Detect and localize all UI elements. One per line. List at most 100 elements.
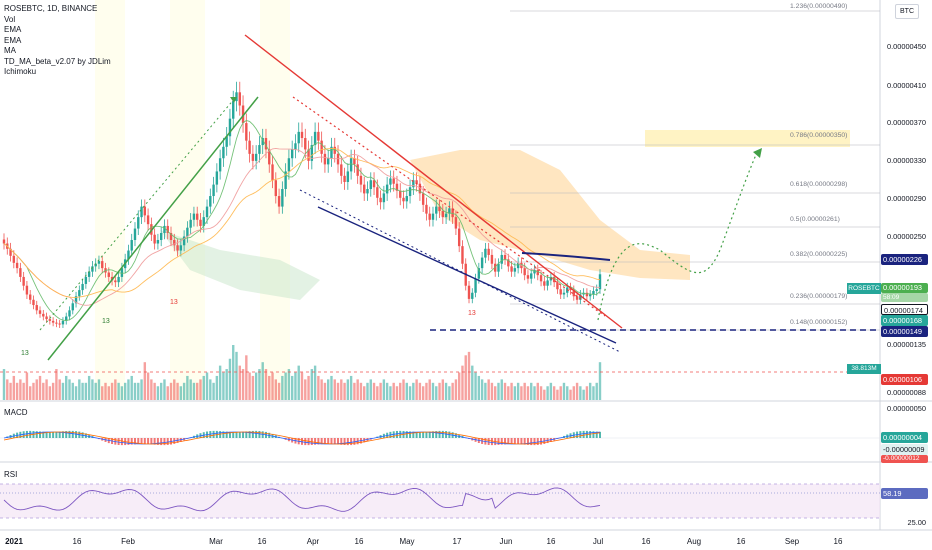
symbol-title[interactable]: ROSEBTC, 1D, BINANCE: [4, 4, 98, 13]
candle-body: [61, 320, 65, 325]
candle-body: [513, 268, 517, 272]
macd-histogram-bar: [504, 438, 507, 445]
candle-body: [304, 138, 307, 150]
candle-body: [507, 259, 510, 267]
volume-bar: [284, 372, 287, 400]
volume-bar: [225, 369, 228, 400]
volume-bar: [196, 382, 199, 400]
volume-bar: [461, 365, 464, 400]
volume-bar: [28, 386, 32, 400]
candle-body: [107, 272, 110, 277]
candle-body: [363, 184, 366, 194]
macd-histogram-bar: [71, 430, 74, 438]
volume-bar: [376, 386, 379, 400]
candle-body: [307, 149, 310, 161]
rsi-band: [0, 484, 880, 518]
candle-body: [490, 254, 494, 264]
volume-bar: [359, 382, 363, 400]
macd-histogram-bar: [399, 430, 402, 438]
macd-histogram-bar: [137, 438, 140, 445]
candle-body: [84, 276, 88, 284]
volume-bar: [405, 382, 408, 400]
candle-body: [382, 193, 386, 203]
currency-toggle-button[interactable]: BTC: [895, 4, 919, 19]
macd-histogram-bar: [35, 431, 38, 438]
legend-vol[interactable]: Vol: [4, 14, 16, 24]
macd-histogram-bar: [130, 438, 133, 445]
candle-body: [356, 164, 359, 176]
volume-bar: [241, 369, 245, 400]
legend-ema-1[interactable]: EMA: [4, 25, 22, 34]
volume-bar: [304, 379, 307, 400]
macd-histogram-bar: [415, 431, 418, 438]
volume-bar: [274, 379, 278, 400]
macd-histogram-bar: [533, 438, 536, 446]
time-label: 16: [257, 537, 267, 546]
macd-histogram-bar: [127, 438, 130, 445]
macd-histogram-bar: [523, 438, 526, 445]
legend-td-ma[interactable]: TD_MA_beta_v2.07 by JDLim: [4, 56, 111, 66]
candle-body: [12, 255, 16, 263]
candle-body: [48, 319, 52, 321]
volume-bar: [268, 375, 271, 400]
volume-bar: [300, 372, 304, 400]
volume-bar: [78, 379, 81, 400]
volume-bar: [218, 365, 222, 400]
upper-trendline: [244, 34, 623, 329]
legend-ma[interactable]: MA: [4, 46, 16, 55]
macd-histogram-bar: [582, 430, 585, 438]
macd-histogram-bar: [343, 438, 346, 445]
fib-label-0618: 0.618(0.00000298): [790, 181, 848, 188]
volume-bar: [421, 386, 425, 400]
lower-trendline: [317, 206, 617, 344]
volume-bar: [107, 386, 110, 400]
candle-body: [533, 269, 536, 274]
volume-bar: [444, 382, 448, 400]
candle-body: [484, 248, 487, 258]
macd-histogram-bar: [52, 431, 55, 438]
volume-bar: [32, 382, 35, 400]
volume-bar: [205, 372, 209, 400]
candle-body: [209, 196, 212, 207]
time-label: Jun: [499, 537, 513, 546]
candle-body: [385, 184, 389, 194]
price-label: 0.00000410: [886, 81, 926, 90]
volume-bar: [477, 375, 481, 400]
macd-histogram-bar: [317, 438, 320, 445]
volume-bar: [264, 369, 268, 400]
time-label: 16: [833, 537, 843, 546]
rsi-axis-label: 25.00: [907, 518, 927, 527]
candle-body: [575, 296, 579, 300]
candle-body: [19, 268, 22, 277]
macd-histogram-bar: [595, 431, 598, 438]
volume-bar: [533, 386, 536, 400]
volume-bar: [598, 362, 602, 400]
candle-body: [140, 206, 143, 218]
macd-histogram-bar: [350, 438, 353, 446]
resistance-curve: [521, 252, 611, 261]
price-label: 0.00000290: [886, 194, 926, 203]
macd-histogram-bar: [327, 438, 330, 445]
volume-bar: [372, 382, 376, 400]
volume-bar: [120, 386, 124, 400]
volume-bar: [353, 382, 356, 400]
volume-bar: [408, 386, 412, 400]
candle-body: [179, 245, 183, 251]
candle-body: [127, 250, 130, 260]
candle-body: [248, 140, 251, 154]
volume-bar: [287, 369, 291, 400]
candle-body: [2, 239, 6, 244]
candle-body: [480, 257, 484, 269]
volume-bar: [84, 382, 88, 400]
volume-bar: [566, 386, 569, 400]
time-label: 16: [641, 537, 651, 546]
macd-histogram-bar: [536, 438, 539, 445]
rsi-pane-title: RSI: [4, 470, 18, 479]
macd-histogram-bar: [61, 431, 64, 438]
macd-histogram-bar: [490, 438, 493, 446]
legend-ichimoku[interactable]: Ichimoku: [4, 67, 37, 76]
volume-bar: [333, 379, 336, 400]
legend-ema-2[interactable]: EMA: [4, 35, 22, 45]
candle-body: [343, 175, 346, 182]
